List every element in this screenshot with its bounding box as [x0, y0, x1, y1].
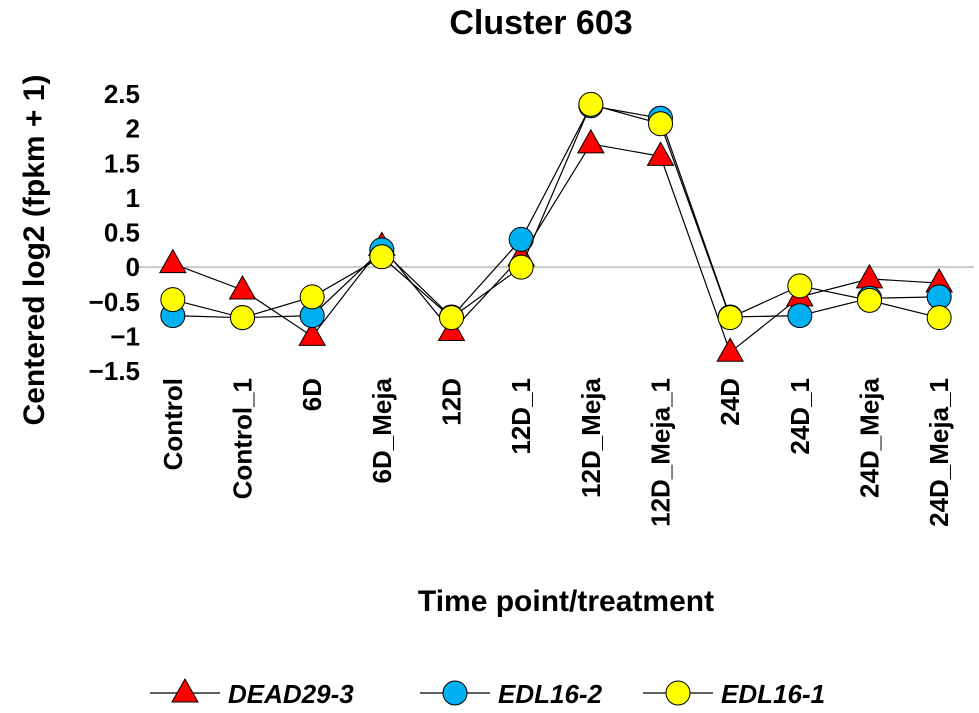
y-tick-label: 2.5 — [104, 79, 140, 109]
data-point-circle — [717, 305, 743, 331]
series-dead29-3 — [158, 128, 954, 362]
data-point-circle — [857, 287, 882, 313]
data-point-circle — [648, 111, 673, 137]
legend: DEAD29-3 EDL16-2 EDL16-1 — [150, 677, 825, 709]
series-edl16-2 — [160, 93, 952, 331]
data-point-circle — [299, 284, 325, 310]
legend-label: EDL16-2 — [498, 679, 603, 709]
x-tick-label: Control_1 — [228, 378, 258, 499]
y-axis-label: Centered log2 (fpkm + 1) — [18, 75, 51, 426]
y-tick-label: −0.5 — [89, 287, 140, 317]
data-point-circle — [160, 287, 186, 313]
series-line — [172, 103, 940, 319]
y-tick-label: 0.5 — [104, 218, 140, 248]
data-point-circle — [369, 244, 395, 270]
y-tick-label: 1 — [126, 183, 140, 213]
data-point-circle — [787, 303, 813, 329]
legend-item-edl16-1: EDL16-1 — [643, 679, 825, 709]
y-tick-label: 2 — [126, 114, 140, 144]
data-point-triangle — [576, 128, 605, 154]
x-tick-labels: Control Control_1 6D 6D_Meja 12D 12D_1 12D_Mej… — [158, 377, 954, 526]
data-point-circle — [578, 91, 604, 117]
series-layer — [158, 91, 954, 362]
x-tick-label: 24D — [715, 378, 745, 426]
data-point-triangle — [228, 274, 257, 300]
data-point-circle — [926, 305, 952, 331]
x-tick-label: 6D_Meja — [367, 377, 397, 483]
data-point-circle — [439, 305, 464, 331]
y-tick-label: 1.5 — [104, 148, 140, 178]
chart-title: Cluster 603 — [449, 4, 632, 42]
x-tick-label: 24D_Meja — [855, 377, 885, 497]
x-tick-label: 12D_Meja — [576, 377, 606, 497]
data-point-triangle — [158, 248, 187, 274]
legend-marker — [442, 680, 468, 706]
x-tick-label: 24D_Meja_1 — [924, 378, 954, 527]
legend-item-dead29-3: DEAD29-3 — [150, 677, 354, 709]
data-point-triangle — [298, 321, 327, 346]
data-point-triangle — [646, 141, 675, 166]
legend-marker — [171, 677, 199, 703]
y-tick-label: 0 — [126, 252, 140, 282]
legend-item-edl16-2: EDL16-2 — [420, 679, 603, 709]
x-tick-label: 12D_1 — [506, 378, 536, 455]
y-tick-label: −1 — [110, 321, 140, 351]
x-tick-label: 6D — [297, 378, 327, 411]
y-tick-label: −1.5 — [89, 356, 140, 386]
x-tick-label: Control — [158, 378, 188, 470]
data-point-circle — [787, 273, 813, 299]
legend-label: EDL16-1 — [721, 679, 825, 709]
x-axis-label: Time point/treatment — [418, 585, 714, 618]
data-point-triangle — [716, 337, 745, 362]
y-tick-labels: 2.5 2 1.5 1 0.5 0 −0.5 −1 −1.5 — [89, 79, 140, 386]
series-line — [172, 105, 940, 319]
series-line — [172, 143, 940, 354]
data-point-circle — [230, 305, 255, 331]
x-tick-label: 12D — [437, 378, 467, 426]
x-tick-label: 12D_Meja_1 — [646, 378, 676, 527]
data-point-circle — [508, 254, 534, 280]
series-edl16-1 — [160, 91, 952, 331]
legend-marker — [665, 680, 691, 706]
data-point-triangle — [855, 263, 884, 289]
x-tick-label: 24D_1 — [785, 378, 815, 455]
legend-label: DEAD29-3 — [228, 679, 354, 709]
